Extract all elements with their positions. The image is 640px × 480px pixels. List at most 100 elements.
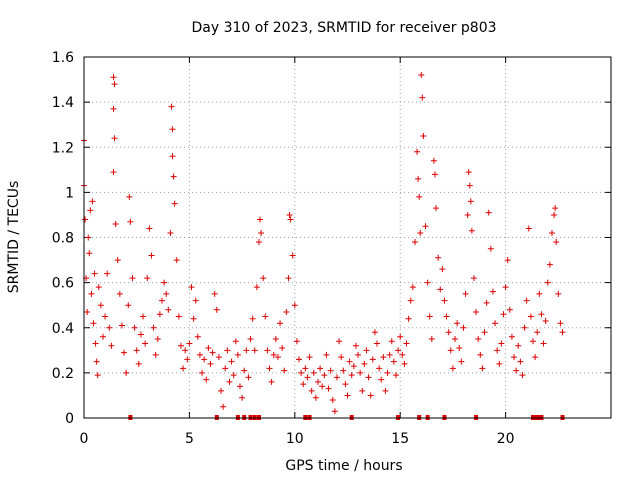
- data-point: [473, 308, 480, 315]
- x-tick-label: 10: [286, 431, 304, 447]
- data-point: [89, 198, 96, 205]
- data-point: [460, 324, 467, 331]
- data-point: [123, 369, 130, 376]
- data-point: [357, 369, 364, 376]
- data-point: [285, 275, 292, 282]
- data-point: [224, 347, 231, 354]
- y-axis-label: SRMTID / TECUs: [6, 181, 22, 294]
- data-point: [405, 315, 412, 322]
- data-point: [203, 376, 210, 383]
- data-point: [270, 351, 277, 358]
- data-point: [156, 311, 163, 318]
- data-point: [331, 408, 338, 415]
- data-point: [232, 338, 239, 345]
- data-point: [441, 297, 448, 304]
- data-point: [548, 229, 555, 236]
- data-point: [355, 351, 362, 358]
- data-point: [399, 351, 406, 358]
- data-point: [175, 313, 182, 320]
- data-point: [466, 182, 473, 189]
- data-point: [111, 81, 118, 88]
- data-point: [220, 403, 227, 410]
- data-point: [186, 340, 193, 347]
- data-point: [422, 223, 429, 230]
- data-point: [99, 333, 106, 340]
- data-point: [511, 354, 518, 361]
- data-point: [344, 392, 351, 399]
- data-point: [462, 290, 469, 297]
- data-point: [188, 284, 195, 291]
- data-point: [213, 306, 220, 313]
- data-point: [551, 211, 558, 218]
- data-point: [555, 290, 562, 297]
- data-point: [521, 324, 528, 331]
- data-point: [144, 275, 151, 282]
- data-point: [106, 324, 113, 331]
- data-point: [409, 284, 416, 291]
- data-point: [517, 358, 524, 365]
- data-point: [108, 342, 115, 349]
- data-point: [454, 320, 461, 327]
- data-point: [228, 358, 235, 365]
- y-tick-label: 1.4: [52, 95, 74, 111]
- data-point: [470, 275, 477, 282]
- data-point: [382, 387, 389, 394]
- data-point: [361, 360, 368, 367]
- data-point: [336, 338, 343, 345]
- data-point: [86, 250, 93, 257]
- x-tick-label: 15: [391, 431, 409, 447]
- data-point: [154, 336, 161, 343]
- data-point: [215, 354, 222, 361]
- data-point: [371, 329, 378, 336]
- axis-ticks: [83, 56, 611, 419]
- data-point: [553, 239, 560, 246]
- data-point: [395, 347, 402, 354]
- data-point: [180, 365, 187, 372]
- data-point: [84, 308, 91, 315]
- data-point: [201, 356, 208, 363]
- data-point: [236, 383, 243, 390]
- data-point: [321, 372, 328, 379]
- x-tick-labels: 0 5 10 15 20: [80, 431, 515, 447]
- y-tick-label: 1.2: [52, 140, 74, 156]
- y-tick-label: 0.6: [52, 276, 74, 292]
- data-point: [93, 358, 100, 365]
- data-point: [177, 342, 184, 349]
- data-point: [401, 360, 408, 367]
- data-point: [190, 315, 197, 322]
- data-point: [163, 290, 170, 297]
- data-point: [390, 358, 397, 365]
- data-point: [158, 297, 165, 304]
- data-point: [544, 279, 551, 286]
- data-point: [274, 354, 281, 361]
- y-tick-labels: 0 0.2 0.4 0.6 0.8 1 1.2 1.4 1.6: [52, 50, 74, 427]
- data-point: [437, 286, 444, 293]
- data-point: [414, 148, 421, 155]
- data-point: [411, 239, 418, 246]
- data-point: [255, 239, 262, 246]
- data-point: [397, 333, 404, 340]
- data-point: [310, 369, 317, 376]
- data-point: [196, 351, 203, 358]
- data-point: [515, 342, 522, 349]
- data-point: [317, 365, 324, 372]
- data-point: [363, 347, 370, 354]
- data-point: [283, 308, 290, 315]
- y-tick-label: 1: [65, 185, 74, 201]
- data-point: [207, 360, 214, 367]
- data-point: [298, 369, 305, 376]
- data-point: [87, 207, 94, 214]
- grid-lines: [84, 57, 611, 418]
- data-point: [479, 365, 486, 372]
- data-point: [266, 365, 273, 372]
- x-tick-label: 20: [497, 431, 515, 447]
- data-point: [500, 311, 507, 318]
- data-point: [498, 340, 505, 347]
- data-point: [170, 173, 177, 180]
- data-point: [289, 252, 296, 259]
- data-point: [552, 205, 559, 212]
- data-point: [532, 354, 539, 361]
- data-point: [300, 381, 307, 388]
- data-point: [428, 336, 435, 343]
- data-point: [272, 336, 279, 343]
